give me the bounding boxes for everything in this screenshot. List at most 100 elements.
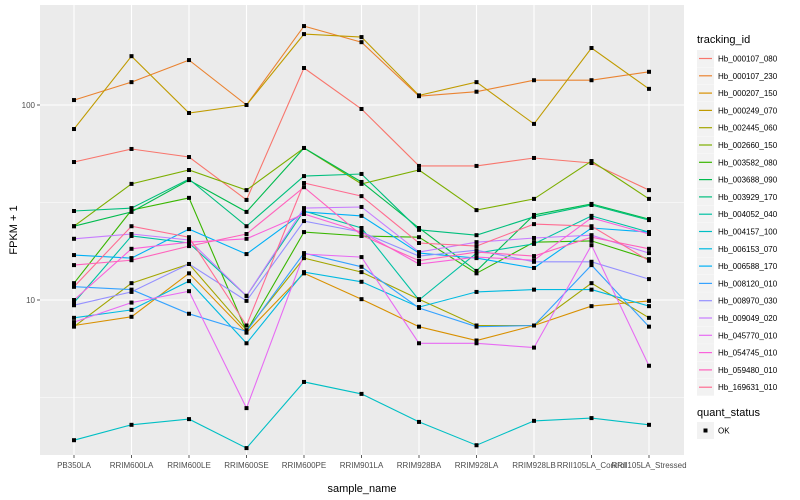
data-point-Hb_004157_100 bbox=[647, 422, 651, 427]
legend-label: Hb_000249_070 bbox=[718, 106, 778, 115]
data-point-Hb_059480_010 bbox=[302, 185, 306, 190]
data-point-Hb_000207_150 bbox=[129, 314, 134, 319]
data-point-Hb_000207_150 bbox=[187, 271, 191, 276]
data-point-Hb_006153_070 bbox=[129, 307, 134, 312]
data-point-Hb_003929_170 bbox=[72, 209, 76, 214]
data-point-Hb_009049_020 bbox=[129, 232, 134, 237]
data-point-Hb_006588_170 bbox=[302, 209, 306, 214]
data-point-Hb_003688_090 bbox=[474, 268, 479, 273]
data-point-Hb_006153_070 bbox=[589, 287, 594, 292]
data-point-Hb_009049_020 bbox=[359, 204, 364, 209]
data-point-Hb_000107_080 bbox=[417, 163, 421, 168]
data-point-Hb_003929_170 bbox=[302, 174, 306, 179]
data-point-Hb_000249_070 bbox=[589, 46, 594, 51]
data-point-Hb_000207_150 bbox=[359, 297, 364, 302]
legend-label: Hb_003929_170 bbox=[718, 193, 778, 202]
data-point-Hb_000249_070 bbox=[532, 121, 536, 126]
data-point-Hb_002660_150 bbox=[187, 168, 191, 173]
legend-label: Hb_054745_010 bbox=[718, 349, 778, 358]
data-point-Hb_003929_170 bbox=[417, 227, 421, 232]
data-point-Hb_003688_090 bbox=[359, 179, 364, 184]
x-axis-title: sample_name bbox=[327, 483, 396, 495]
data-point-Hb_045770_010 bbox=[359, 255, 364, 260]
data-point-Hb_059480_010 bbox=[244, 232, 249, 237]
data-point-Hb_006153_070 bbox=[647, 304, 651, 309]
data-point-Hb_003929_170 bbox=[187, 177, 191, 182]
legend-label: Hb_006588_170 bbox=[718, 262, 778, 271]
x-tick-label: RRIM901LA bbox=[340, 461, 384, 470]
data-point-Hb_000107_080 bbox=[302, 65, 306, 70]
data-point-Hb_045770_010 bbox=[244, 406, 249, 411]
data-point-Hb_054745_010 bbox=[474, 255, 479, 260]
data-point-Hb_054745_010 bbox=[589, 215, 594, 220]
y-axis: 10 100 bbox=[22, 101, 40, 305]
data-point-Hb_002445_060 bbox=[72, 324, 76, 329]
data-point-Hb_000107_230 bbox=[72, 98, 76, 103]
data-point-Hb_045770_010 bbox=[589, 243, 594, 248]
shape-legend-label: OK bbox=[718, 427, 730, 436]
data-point-Hb_000249_070 bbox=[244, 103, 249, 107]
data-point-Hb_054745_010 bbox=[359, 230, 364, 235]
data-point-Hb_169631_010 bbox=[359, 194, 364, 199]
data-point-Hb_054745_010 bbox=[72, 298, 76, 302]
data-point-Hb_008120_010 bbox=[474, 324, 479, 329]
legend-label: Hb_000207_150 bbox=[718, 89, 778, 98]
data-point-Hb_006588_170 bbox=[244, 252, 249, 257]
data-point-Hb_003688_090 bbox=[129, 209, 134, 214]
data-point-Hb_004052_040 bbox=[72, 300, 76, 305]
data-point-Hb_002660_150 bbox=[474, 208, 479, 213]
x-tick-label: RRII105LA_Stressed bbox=[611, 461, 686, 470]
data-point-Hb_002660_150 bbox=[589, 159, 594, 164]
data-point-Hb_006153_070 bbox=[359, 279, 364, 284]
data-point-Hb_002660_150 bbox=[532, 196, 536, 201]
data-point-Hb_169631_010 bbox=[532, 222, 536, 227]
data-point-Hb_054745_010 bbox=[187, 240, 191, 245]
data-point-Hb_054745_010 bbox=[244, 236, 249, 241]
data-point-Hb_003929_170 bbox=[647, 218, 651, 223]
data-point-Hb_002660_150 bbox=[129, 181, 134, 186]
data-point-Hb_003688_090 bbox=[72, 224, 76, 229]
data-point-Hb_000107_230 bbox=[302, 24, 306, 29]
data-point-Hb_008120_010 bbox=[589, 263, 594, 268]
data-point-Hb_004157_100 bbox=[72, 438, 76, 443]
data-point-Hb_008120_010 bbox=[359, 264, 364, 269]
data-point-Hb_008120_010 bbox=[129, 287, 134, 292]
data-point-Hb_054745_010 bbox=[302, 212, 306, 217]
y-tick-label: 100 bbox=[22, 101, 36, 110]
data-point-Hb_009049_020 bbox=[72, 236, 76, 241]
x-axis: PB350LA RRIM600LA RRIM600LE RRIM600SE RRIM60… bbox=[57, 455, 687, 470]
data-point-Hb_000207_150 bbox=[417, 324, 421, 329]
data-point-Hb_008120_010 bbox=[187, 311, 191, 316]
data-point-Hb_004157_100 bbox=[244, 446, 249, 451]
data-point-Hb_000249_070 bbox=[474, 80, 479, 85]
data-point-Hb_059480_010 bbox=[589, 235, 594, 240]
data-point-Hb_003929_170 bbox=[244, 224, 249, 229]
data-point-Hb_059480_010 bbox=[474, 250, 479, 255]
legend-label: Hb_045770_010 bbox=[718, 331, 778, 340]
data-point-Hb_006153_070 bbox=[532, 287, 536, 292]
data-point-Hb_002445_060 bbox=[129, 281, 134, 286]
data-point-Hb_008970_030 bbox=[129, 289, 134, 294]
data-point-Hb_008970_030 bbox=[187, 261, 191, 266]
x-tick-label: PB350LA bbox=[57, 461, 91, 470]
data-point-Hb_008120_010 bbox=[532, 323, 536, 328]
data-point-Hb_006153_070 bbox=[302, 270, 306, 275]
data-point-Hb_045770_010 bbox=[417, 341, 421, 346]
data-point-Hb_008970_030 bbox=[647, 277, 651, 282]
data-point-Hb_000107_080 bbox=[72, 160, 76, 165]
legend-label: Hb_000107_080 bbox=[718, 55, 778, 64]
data-point-Hb_169631_010 bbox=[302, 181, 306, 186]
data-point-Hb_002660_150 bbox=[647, 196, 651, 201]
x-tick-label: RRIM600SE bbox=[224, 461, 268, 470]
data-point-Hb_003929_170 bbox=[532, 214, 536, 219]
data-point-Hb_000249_070 bbox=[72, 127, 76, 132]
data-point-Hb_000249_070 bbox=[647, 86, 651, 91]
data-point-Hb_000107_080 bbox=[532, 155, 536, 160]
data-point-Hb_003929_170 bbox=[589, 203, 594, 208]
data-point-Hb_002445_060 bbox=[647, 315, 651, 320]
data-point-Hb_008970_030 bbox=[72, 303, 76, 308]
legend-label: Hb_002445_060 bbox=[718, 124, 778, 133]
data-point-Hb_000207_150 bbox=[589, 304, 594, 309]
shape-legend-title: quant_status bbox=[697, 407, 760, 419]
